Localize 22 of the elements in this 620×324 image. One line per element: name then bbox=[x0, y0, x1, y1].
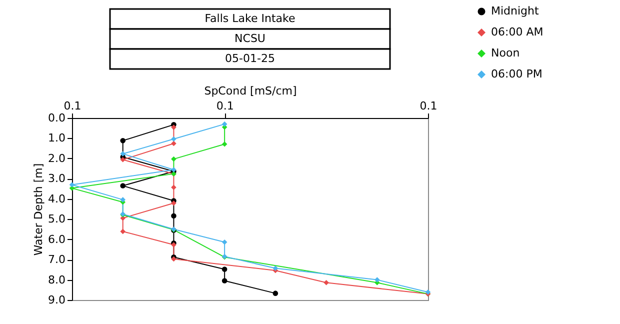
x-tick-label: 0.1 bbox=[420, 100, 438, 112]
legend-label: Noon bbox=[491, 46, 520, 60]
y-tick-label: 2.0 bbox=[48, 152, 66, 165]
text: 05-01-25 bbox=[225, 52, 275, 65]
y-tick-label: 7.0 bbox=[48, 253, 66, 266]
chart-title: Falls Lake Intake bbox=[204, 12, 296, 25]
y-tick-label: 3.0 bbox=[48, 172, 66, 186]
y-axis-title: Water Depth [m] bbox=[32, 163, 46, 256]
legend-label: Midnight bbox=[491, 4, 540, 18]
y-tick-label: 1.0 bbox=[48, 132, 66, 145]
legend-label: 06:00 PM bbox=[491, 68, 542, 80]
y-tick-label: 5.0 bbox=[48, 212, 66, 226]
legend-label: 06:00 AM bbox=[491, 26, 544, 38]
y-tick-label: 8.0 bbox=[48, 273, 66, 286]
x-tick-label: 0.1 bbox=[64, 100, 82, 112]
y-tick-label: 4.0 bbox=[48, 192, 66, 206]
x-tick-label: 0.1 bbox=[216, 100, 234, 112]
y-tick-label: 6.0 bbox=[48, 232, 66, 246]
y-tick-label: 0.0 bbox=[48, 112, 66, 124]
y-tick-label: 9.0 bbox=[48, 294, 66, 306]
x-axis-title: SpCond [mS/cm] bbox=[204, 84, 297, 98]
chart-subtitle: NCSU bbox=[234, 32, 266, 45]
